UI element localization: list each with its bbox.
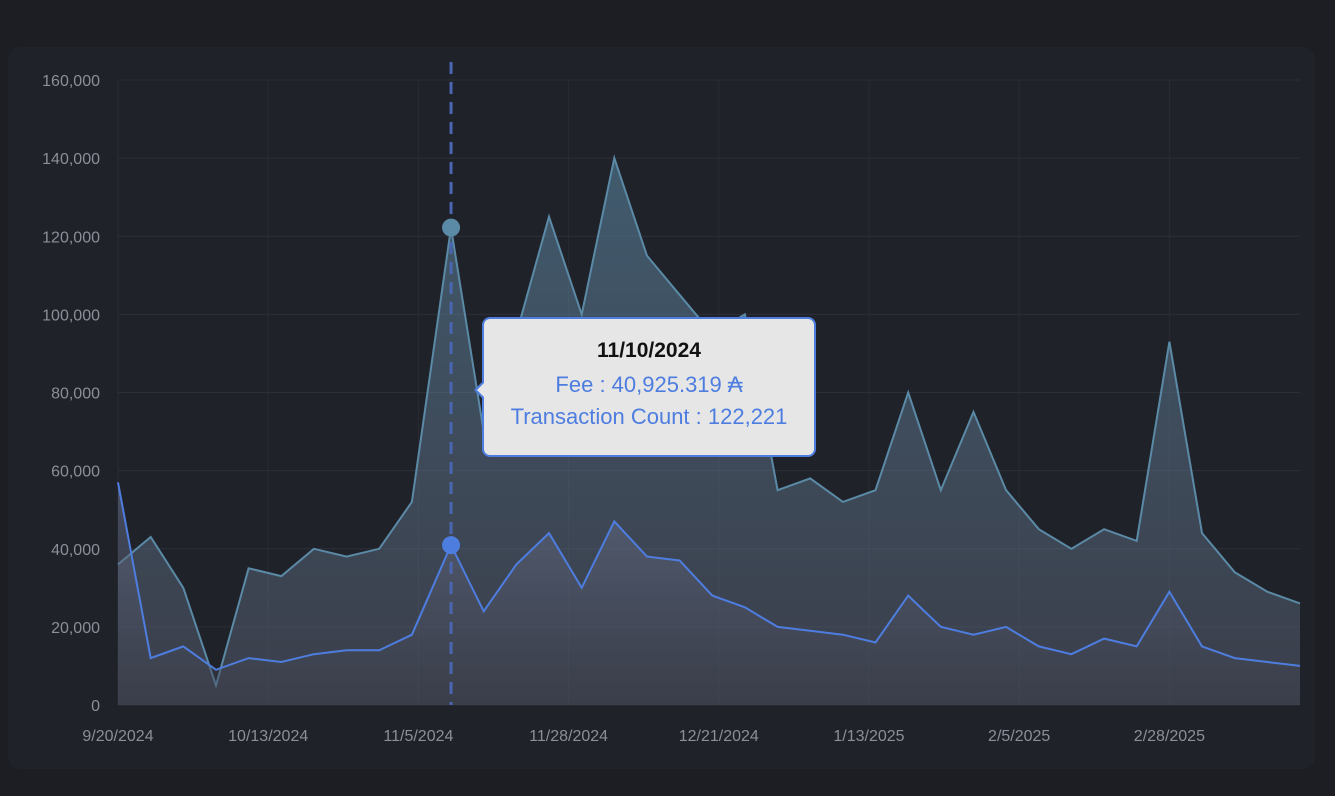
fee-area <box>118 482 1300 705</box>
x-tick-label: 12/21/2024 <box>679 728 759 745</box>
x-tick-label: 11/5/2024 <box>383 728 453 745</box>
x-tick-label: 2/5/2025 <box>988 728 1050 745</box>
x-tick-label: 2/28/2025 <box>1134 728 1205 745</box>
y-tick-label: 0 <box>91 698 100 715</box>
tooltip-date: 11/10/2024 <box>597 339 701 362</box>
y-tick-label: 40,000 <box>51 542 100 559</box>
y-tick-label: 140,000 <box>42 151 100 168</box>
x-tick-label: 10/13/2024 <box>228 728 308 745</box>
x-tick-label: 9/20/2024 <box>82 728 153 745</box>
x-tick-label: 11/28/2024 <box>529 728 608 745</box>
transaction-count-hover-point <box>442 218 461 237</box>
y-tick-label: 120,000 <box>42 229 100 246</box>
x-tick-label: 1/13/2025 <box>833 728 904 745</box>
fee-line <box>117 482 1301 671</box>
y-tick-label: 20,000 <box>51 620 100 637</box>
y-tick-label: 100,000 <box>42 307 100 324</box>
tooltip-fee: Fee : 40,925.319 ₳ <box>555 372 743 397</box>
chart-tooltip: 11/10/2024 Fee : 40,925.319 ₳ Transactio… <box>474 317 816 457</box>
y-tick-label: 160,000 <box>42 73 100 90</box>
y-tick-label: 60,000 <box>51 464 100 481</box>
tooltip-transaction-count: Transaction Count : 122,221 <box>510 404 788 429</box>
y-tick-label: 80,000 <box>51 386 100 403</box>
fee-hover-point <box>442 536 461 555</box>
